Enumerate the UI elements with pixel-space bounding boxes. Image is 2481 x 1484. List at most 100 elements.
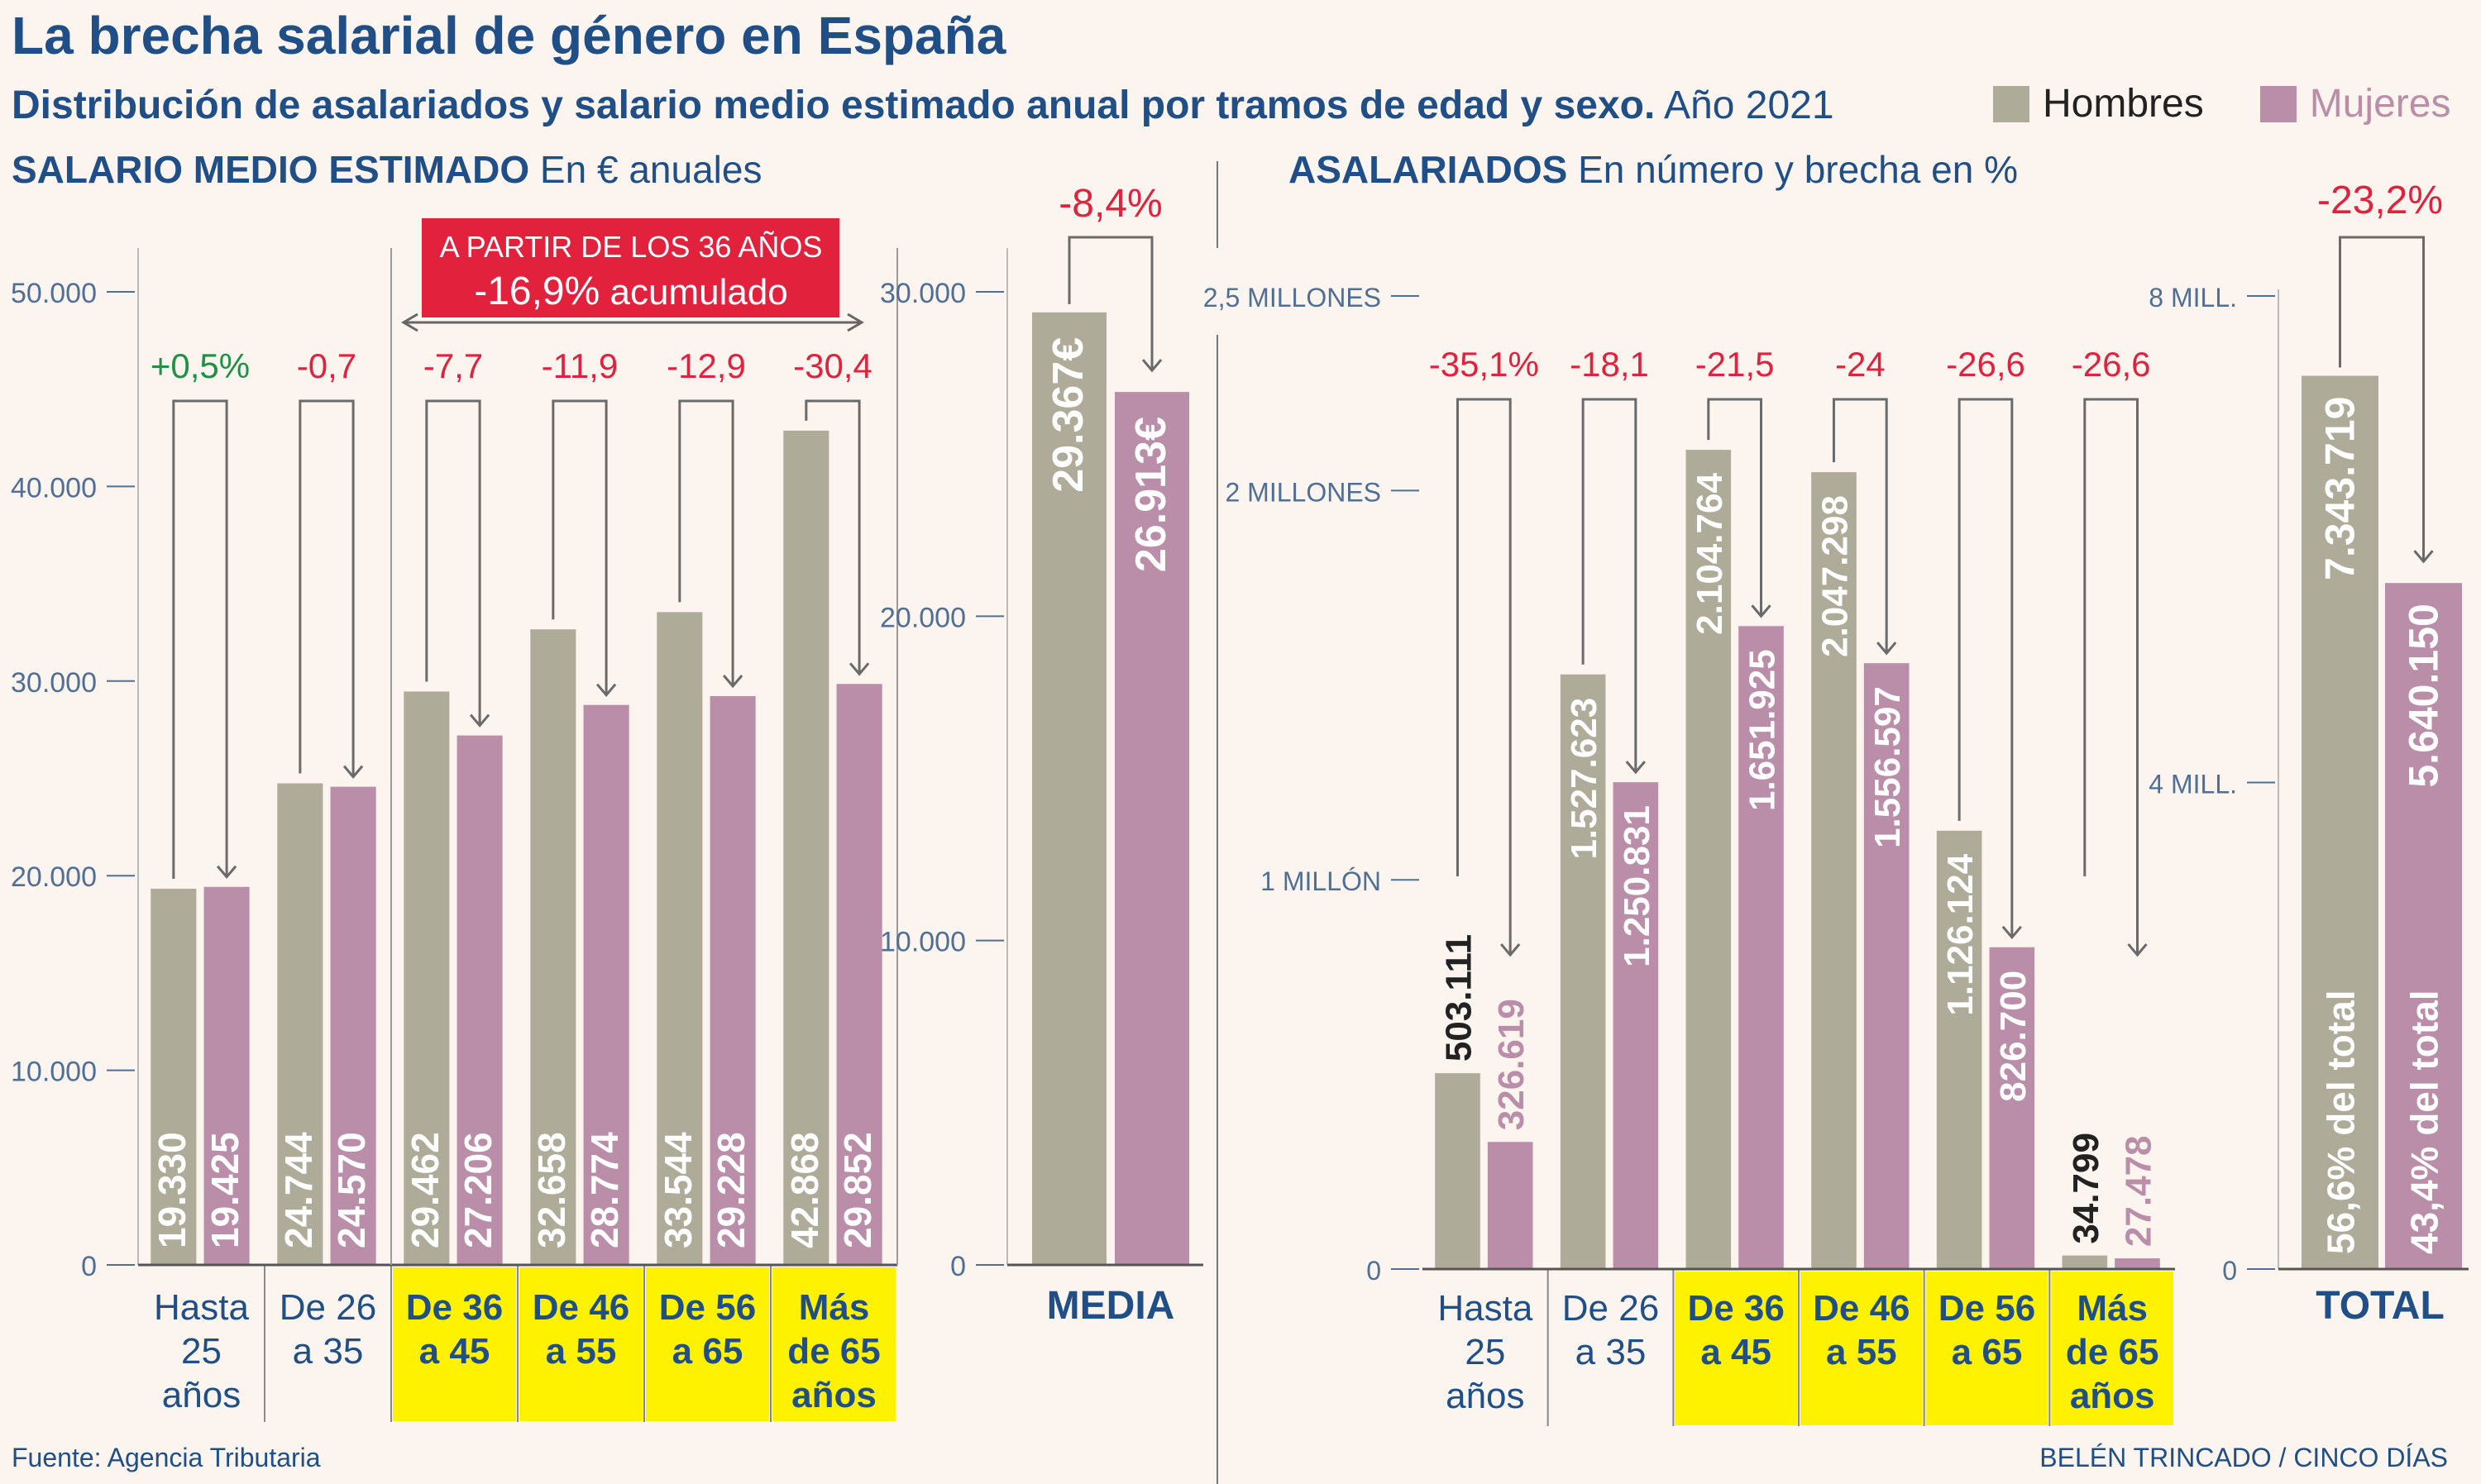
employees-gap-bracket-arrowhead bbox=[1500, 943, 1521, 957]
salary-value-label-hombres: 32.658 bbox=[530, 1132, 573, 1248]
employees-category-highlight bbox=[1925, 1272, 2048, 1425]
annotation-rest: acumulado bbox=[600, 272, 787, 313]
employees-bar-hombres bbox=[1685, 450, 1732, 1269]
employees-gap-label: -35,1% bbox=[1429, 345, 1539, 384]
salary-value-label-hombres: 19.330 bbox=[151, 1132, 194, 1248]
employees-gap-bracket-arrowhead bbox=[2127, 943, 2148, 957]
employees-gap-label: -24 bbox=[1835, 345, 1886, 384]
salary-value-label-mujeres: 28.774 bbox=[583, 1132, 626, 1248]
employees-value-label-hombres: 1.126.124 bbox=[1940, 853, 1981, 1015]
salary-category-label: a 55 bbox=[546, 1331, 617, 1372]
salary-category-label: años bbox=[162, 1375, 241, 1415]
salary-category-label: a 65 bbox=[672, 1331, 743, 1372]
employees-gap-label: -26,6 bbox=[1946, 345, 2025, 384]
employees-bar-hombres bbox=[1435, 1073, 1480, 1269]
total-gap-bracket-arrowhead bbox=[2413, 550, 2434, 564]
employees-gap-label: -18,1 bbox=[1570, 345, 1649, 384]
salary-gap-bracket bbox=[172, 399, 228, 879]
salary-gap-bracket bbox=[299, 399, 355, 777]
salary-gap-bracket bbox=[552, 399, 608, 695]
salary-gap-label: -11,9 bbox=[542, 346, 619, 385]
salary-gap-bracket-arrowhead bbox=[722, 675, 743, 689]
subtitle-description: Distribución de asalariados y salario me… bbox=[12, 84, 1656, 127]
employees-category-highlight bbox=[1800, 1272, 1923, 1425]
media-yaxis-tick-label: 30.000 bbox=[880, 278, 966, 309]
salary-bar-hombres bbox=[277, 783, 323, 1265]
media-value-label-hombres: 29.367€ bbox=[1045, 337, 1092, 493]
source-note: Fuente: Agencia Tributaria bbox=[12, 1443, 321, 1472]
annotation-line1: A PARTIR DE LOS 36 AÑOS bbox=[440, 230, 823, 264]
media-yaxis-tick-label: 10.000 bbox=[880, 927, 966, 958]
employees-value-label-hombres: 2.047.298 bbox=[1814, 495, 1855, 657]
salary-category-label: De 36 bbox=[406, 1287, 503, 1328]
total-gap-label: -23,2% bbox=[2317, 179, 2443, 222]
media-bar-hombres bbox=[1032, 312, 1107, 1265]
salary-value-label-mujeres: 27.206 bbox=[457, 1132, 500, 1248]
salary-value-label-hombres: 29.462 bbox=[404, 1132, 447, 1248]
salary-bar-mujeres bbox=[710, 695, 756, 1265]
salary-category-label: Más bbox=[799, 1287, 870, 1328]
salary-value-label-mujeres: 29.852 bbox=[836, 1132, 879, 1248]
employees-bar-mujeres bbox=[1487, 1142, 1533, 1269]
media-yaxis-tick-label: 20.000 bbox=[880, 602, 966, 633]
salary-gap-label: -0,7 bbox=[297, 346, 356, 385]
salary-bar-hombres bbox=[151, 888, 197, 1265]
employees-category-label: De 56 bbox=[1938, 1288, 2035, 1329]
salary-gap-label: -30,4 bbox=[793, 346, 872, 385]
salary-gap-label: -12,9 bbox=[667, 346, 746, 385]
legend: Hombres Mujeres bbox=[1993, 81, 2450, 126]
annotation-range-arrow-right bbox=[847, 313, 864, 332]
employees-bar-hombres bbox=[1560, 674, 1606, 1269]
total-bar-mujeres bbox=[2385, 583, 2462, 1269]
total-share-label-mujeres: 43,4% del total bbox=[2403, 990, 2446, 1254]
employees-yaxis-tick-label: 1 MILLÓN bbox=[1260, 866, 1381, 896]
salary-value-label-hombres: 42.868 bbox=[783, 1132, 826, 1248]
salary-category-label: De 46 bbox=[533, 1287, 629, 1328]
salary-value-label-mujeres: 29.228 bbox=[710, 1132, 753, 1248]
total-category-label: TOTAL bbox=[2316, 1284, 2445, 1328]
employees-category-label: de 65 bbox=[2066, 1332, 2159, 1372]
employees-bar-mujeres bbox=[1613, 782, 1659, 1269]
legend-swatch-hombres bbox=[1993, 85, 2029, 122]
employees-yaxis-tick-label: 2,5 MILLONES bbox=[1203, 283, 1381, 313]
employees-bar-hombres bbox=[1811, 472, 1857, 1269]
employees-gap-bracket bbox=[1958, 398, 2014, 938]
employees-value-label-hombres: 2.104.764 bbox=[1690, 473, 1730, 635]
total-share-label-hombres: 56,6% del total bbox=[2320, 990, 2363, 1254]
employees-category-label: a 35 bbox=[1575, 1332, 1647, 1372]
employees-bar-mujeres bbox=[1863, 663, 1910, 1269]
salary-value-label-mujeres: 19.425 bbox=[203, 1132, 246, 1248]
annotation-value: -16,9% bbox=[474, 270, 600, 313]
salary-gap-bracket-arrowhead bbox=[216, 865, 237, 880]
employees-category-label: a 45 bbox=[1700, 1332, 1771, 1372]
employees-gap-label: -26,6 bbox=[2072, 345, 2151, 384]
employees-yaxis-tick-label: 0 bbox=[1366, 1256, 1381, 1286]
employees-gap-bracket bbox=[1456, 398, 1512, 955]
legend-label-mujeres: Mujeres bbox=[2309, 82, 2451, 126]
salary-value-label-hombres: 33.544 bbox=[657, 1132, 700, 1248]
chart-subtitle: Distribución de asalariados y salario me… bbox=[12, 83, 1834, 128]
salary-bar-hombres bbox=[657, 612, 703, 1265]
salary-bar-mujeres bbox=[583, 704, 629, 1265]
salary-bar-mujeres bbox=[330, 786, 376, 1265]
section-salary-unit: En € anuales bbox=[539, 148, 762, 191]
annotation-line2: -16,9% acumulado bbox=[474, 270, 788, 313]
employees-category-highlight bbox=[1675, 1272, 1797, 1425]
employees-category-label: 25 bbox=[1465, 1332, 1505, 1372]
salary-gap-label: -7,7 bbox=[423, 346, 483, 385]
employees-value-label-mujeres: 27.478 bbox=[2119, 1135, 2159, 1247]
salary-gap-label: +0,5% bbox=[151, 346, 250, 385]
total-yaxis-tick-label: 0 bbox=[2222, 1256, 2237, 1286]
employees-value-label-mujeres: 1.651.925 bbox=[1742, 649, 1783, 811]
legend-label-hombres: Hombres bbox=[2043, 82, 2204, 126]
chart-title: La brecha salarial de género en España bbox=[12, 6, 1006, 65]
salary-gap-bracket bbox=[425, 399, 481, 726]
employees-category-label: a 55 bbox=[1826, 1332, 1897, 1372]
salary-category-label: a 35 bbox=[293, 1331, 364, 1372]
salary-gap-bracket-arrowhead bbox=[849, 662, 870, 676]
salary-gap-bracket bbox=[678, 399, 734, 686]
salary-category-label: De 56 bbox=[659, 1287, 756, 1328]
employees-value-label-mujeres: 826.700 bbox=[1993, 971, 2034, 1102]
employees-gap-bracket bbox=[1581, 398, 1637, 773]
salary-bar-mujeres bbox=[836, 684, 882, 1265]
